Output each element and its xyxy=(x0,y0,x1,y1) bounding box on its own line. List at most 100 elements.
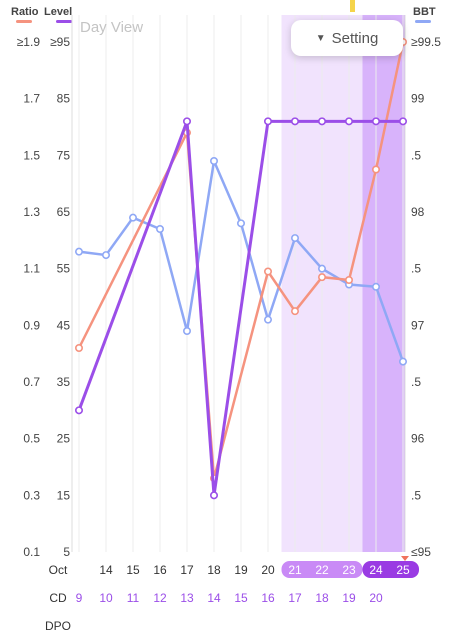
level-tick-label: 65 xyxy=(57,205,71,219)
cd-tick-label: 18 xyxy=(315,591,329,605)
view-title: Day View xyxy=(80,19,144,36)
level-legend-swatch xyxy=(56,20,72,23)
bbt-legend-swatch xyxy=(415,20,431,23)
x-header-label: Oct xyxy=(49,563,68,577)
level-tick-label: ≥95 xyxy=(50,35,70,49)
x-tick-label: 25 xyxy=(396,563,410,577)
cd-tick-label: 13 xyxy=(180,591,194,605)
level-data-point xyxy=(290,117,299,126)
ratio-tick-label: 1.7 xyxy=(23,92,40,106)
ratio-tick-label: 0.1 xyxy=(23,545,40,559)
ratio-tick-label: 1.1 xyxy=(23,262,40,276)
cd-tick-label: 15 xyxy=(234,591,248,605)
level-tick-label: 25 xyxy=(57,432,71,446)
top-marker xyxy=(350,0,355,12)
bbt-tick-label: .5 xyxy=(411,488,421,502)
level-tick-label: 55 xyxy=(57,262,71,276)
chevron-down-icon: ▼ xyxy=(315,32,326,44)
date-pill-dark xyxy=(362,561,419,578)
cd-tick-label: 20 xyxy=(369,591,383,605)
ratio-data-point xyxy=(344,275,353,284)
today-marker-icon xyxy=(401,556,409,561)
ratio-data-point xyxy=(317,273,326,282)
level-data-point xyxy=(344,117,353,126)
bbt-data-point xyxy=(210,157,219,166)
x-tick-label: 17 xyxy=(180,563,194,577)
bbt-data-point xyxy=(183,326,192,335)
bbt-tick-label: 98 xyxy=(411,205,425,219)
x-tick-label: 21 xyxy=(288,563,302,577)
ratio-data-point xyxy=(290,307,299,316)
level-legend-label: Level xyxy=(44,6,73,18)
ratio-data-point xyxy=(75,343,84,352)
level-tick-label: 5 xyxy=(63,545,70,559)
bbt-data-point xyxy=(75,247,84,256)
bbt-data-point xyxy=(237,219,246,228)
x-tick-label: 18 xyxy=(207,563,221,577)
x-tick-label: 15 xyxy=(126,563,140,577)
ratio-tick-label: 0.5 xyxy=(23,432,40,446)
level-tick-label: 35 xyxy=(57,375,71,389)
cd-tick-label: 9 xyxy=(76,591,83,605)
cd-tick-label: 19 xyxy=(342,591,356,605)
cd-tick-label: 10 xyxy=(99,591,113,605)
level-tick-label: 75 xyxy=(57,148,71,162)
date-pill-light xyxy=(281,561,363,578)
cd-tick-label: 14 xyxy=(207,591,221,605)
bbt-data-point xyxy=(398,357,407,366)
ratio-tick-label: 0.7 xyxy=(23,375,40,389)
bbt-data-point xyxy=(290,234,299,243)
ratio-tick-label: 0.9 xyxy=(23,318,40,332)
bbt-tick-label: .5 xyxy=(411,148,421,162)
bbt-tick-label: ≤95 xyxy=(411,545,431,559)
bbt-tick-label: .5 xyxy=(411,262,421,276)
ratio-tick-label: 1.5 xyxy=(23,148,40,162)
bbt-tick-label: .5 xyxy=(411,375,421,389)
ratio-tick-label: 0.3 xyxy=(23,488,40,502)
x-tick-label: 22 xyxy=(315,563,329,577)
cd-tick-label: 17 xyxy=(288,591,302,605)
ratio-legend-label: Ratio xyxy=(11,6,39,18)
bbt-tick-label: 96 xyxy=(411,432,425,446)
bbt-data-point xyxy=(317,264,326,273)
bbt-data-point xyxy=(263,315,272,324)
cd-tick-label: 16 xyxy=(261,591,275,605)
bbt-data-point xyxy=(156,225,165,234)
x-tick-label: 14 xyxy=(99,563,113,577)
level-data-point xyxy=(398,117,407,126)
level-tick-label: 45 xyxy=(57,318,71,332)
cd-tick-label: 12 xyxy=(153,591,167,605)
level-data-point xyxy=(263,117,272,126)
bbt-data-point xyxy=(102,251,111,260)
bbt-legend-label: BBT xyxy=(413,6,436,18)
level-tick-label: 15 xyxy=(57,488,71,502)
x-tick-label: 24 xyxy=(369,563,383,577)
cd-tick-label: 11 xyxy=(127,591,140,605)
ratio-legend-swatch xyxy=(16,20,32,23)
bbt-data-point xyxy=(371,282,380,291)
setting-label: Setting xyxy=(331,29,379,47)
x-tick-label: 19 xyxy=(234,563,248,577)
cd-header-label: CD xyxy=(49,591,67,605)
bbt-data-point xyxy=(129,213,138,222)
highlight-band-dark xyxy=(362,15,405,552)
ratio-data-point xyxy=(263,267,272,276)
bbt-tick-label: ≥99.5 xyxy=(411,35,441,49)
bbt-tick-label: 99 xyxy=(411,92,425,106)
x-tick-label: 20 xyxy=(261,563,275,577)
level-data-point xyxy=(317,117,326,126)
ratio-tick-label: ≥1.9 xyxy=(17,35,41,49)
setting-button[interactable]: ▼ Setting xyxy=(291,20,403,56)
level-data-point xyxy=(183,117,192,126)
x-tick-label: 16 xyxy=(153,563,167,577)
level-data-point xyxy=(371,117,380,126)
level-tick-label: 85 xyxy=(57,92,71,106)
dpo-header-label: DPO xyxy=(45,619,71,633)
ratio-data-point xyxy=(371,165,380,174)
bbt-tick-label: 97 xyxy=(411,318,425,332)
x-tick-label: 23 xyxy=(342,563,356,577)
ratio-tick-label: 1.3 xyxy=(23,205,40,219)
level-data-point xyxy=(75,406,84,415)
level-data-point xyxy=(210,491,219,500)
